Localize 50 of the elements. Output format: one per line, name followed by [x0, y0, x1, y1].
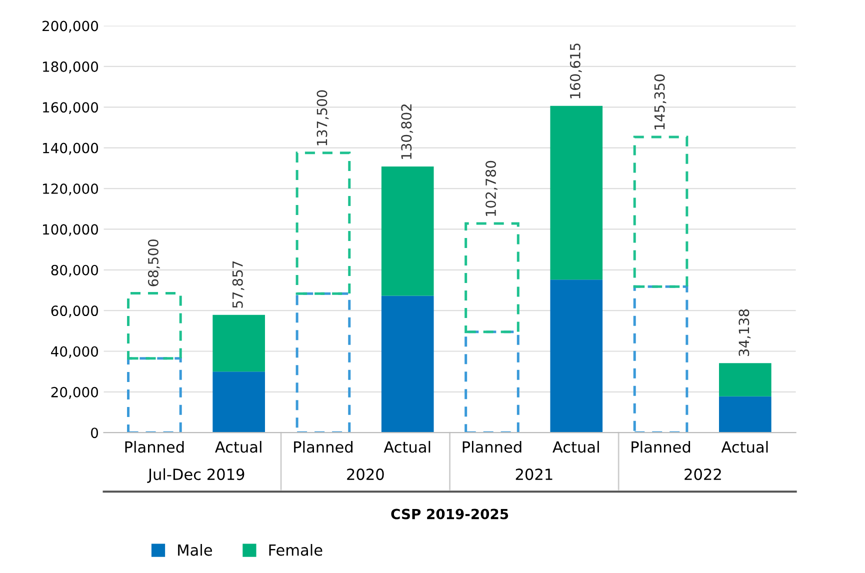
- bar: [719, 396, 772, 433]
- bar: [550, 106, 603, 280]
- bar: [127, 357, 182, 433]
- bar: [212, 314, 265, 372]
- total-label: 137,500: [316, 90, 329, 146]
- y-tick-label: 60,000: [51, 306, 98, 318]
- bar: [633, 285, 688, 433]
- total-label: 57,857: [232, 261, 244, 308]
- total-label: 102,780: [486, 160, 498, 216]
- bar: [296, 152, 351, 295]
- x-tick-label: Planned: [462, 440, 522, 453]
- y-tick-label: 0: [91, 428, 98, 438]
- text: 2021: [516, 468, 552, 480]
- legend-label: Female: [269, 544, 322, 556]
- x-tick-label: Planned: [294, 440, 352, 453]
- bar: [633, 136, 688, 288]
- total-label: 68,500: [148, 240, 160, 286]
- x-tick-label: Planned: [125, 440, 184, 453]
- total-label: 160,615: [570, 44, 582, 98]
- x-axis-title: CSP 2019-2025: [391, 508, 508, 520]
- total-label: 145,350: [654, 74, 666, 130]
- x-tick-label: Actual: [384, 440, 430, 453]
- total-label: 130,802: [401, 104, 414, 159]
- total-label: 34,138: [738, 309, 751, 356]
- y-tick-label: 200,000: [42, 20, 98, 33]
- bar: [464, 222, 520, 334]
- bar: [381, 166, 434, 296]
- text: 2020: [347, 468, 384, 480]
- text: Jul-Dec 2019: [147, 468, 244, 483]
- y-tick-label: 160,000: [43, 102, 98, 114]
- text: 2022: [684, 468, 721, 480]
- y-tick-label: 180,000: [43, 61, 98, 74]
- x-tick-label: Actual: [552, 440, 599, 453]
- bar: [464, 330, 520, 433]
- bar: [127, 292, 182, 360]
- x-tick-label: Actual: [215, 440, 262, 453]
- bar: [719, 363, 772, 396]
- y-tick-label: 20,000: [51, 386, 98, 399]
- legend-label: Male: [178, 544, 212, 556]
- y-tick-label: 100,000: [43, 224, 98, 236]
- bar: [550, 280, 603, 433]
- y-tick-label: 120,000: [43, 183, 98, 196]
- y-tick-label: 140,000: [43, 142, 98, 155]
- bar: [212, 372, 265, 433]
- y-tick-label: 80,000: [51, 264, 98, 277]
- bar: [296, 292, 351, 433]
- y-tick-label: 40,000: [51, 346, 98, 358]
- x-tick-label: Planned: [632, 440, 690, 453]
- bar: [381, 296, 434, 433]
- x-tick-label: Actual: [721, 440, 768, 453]
